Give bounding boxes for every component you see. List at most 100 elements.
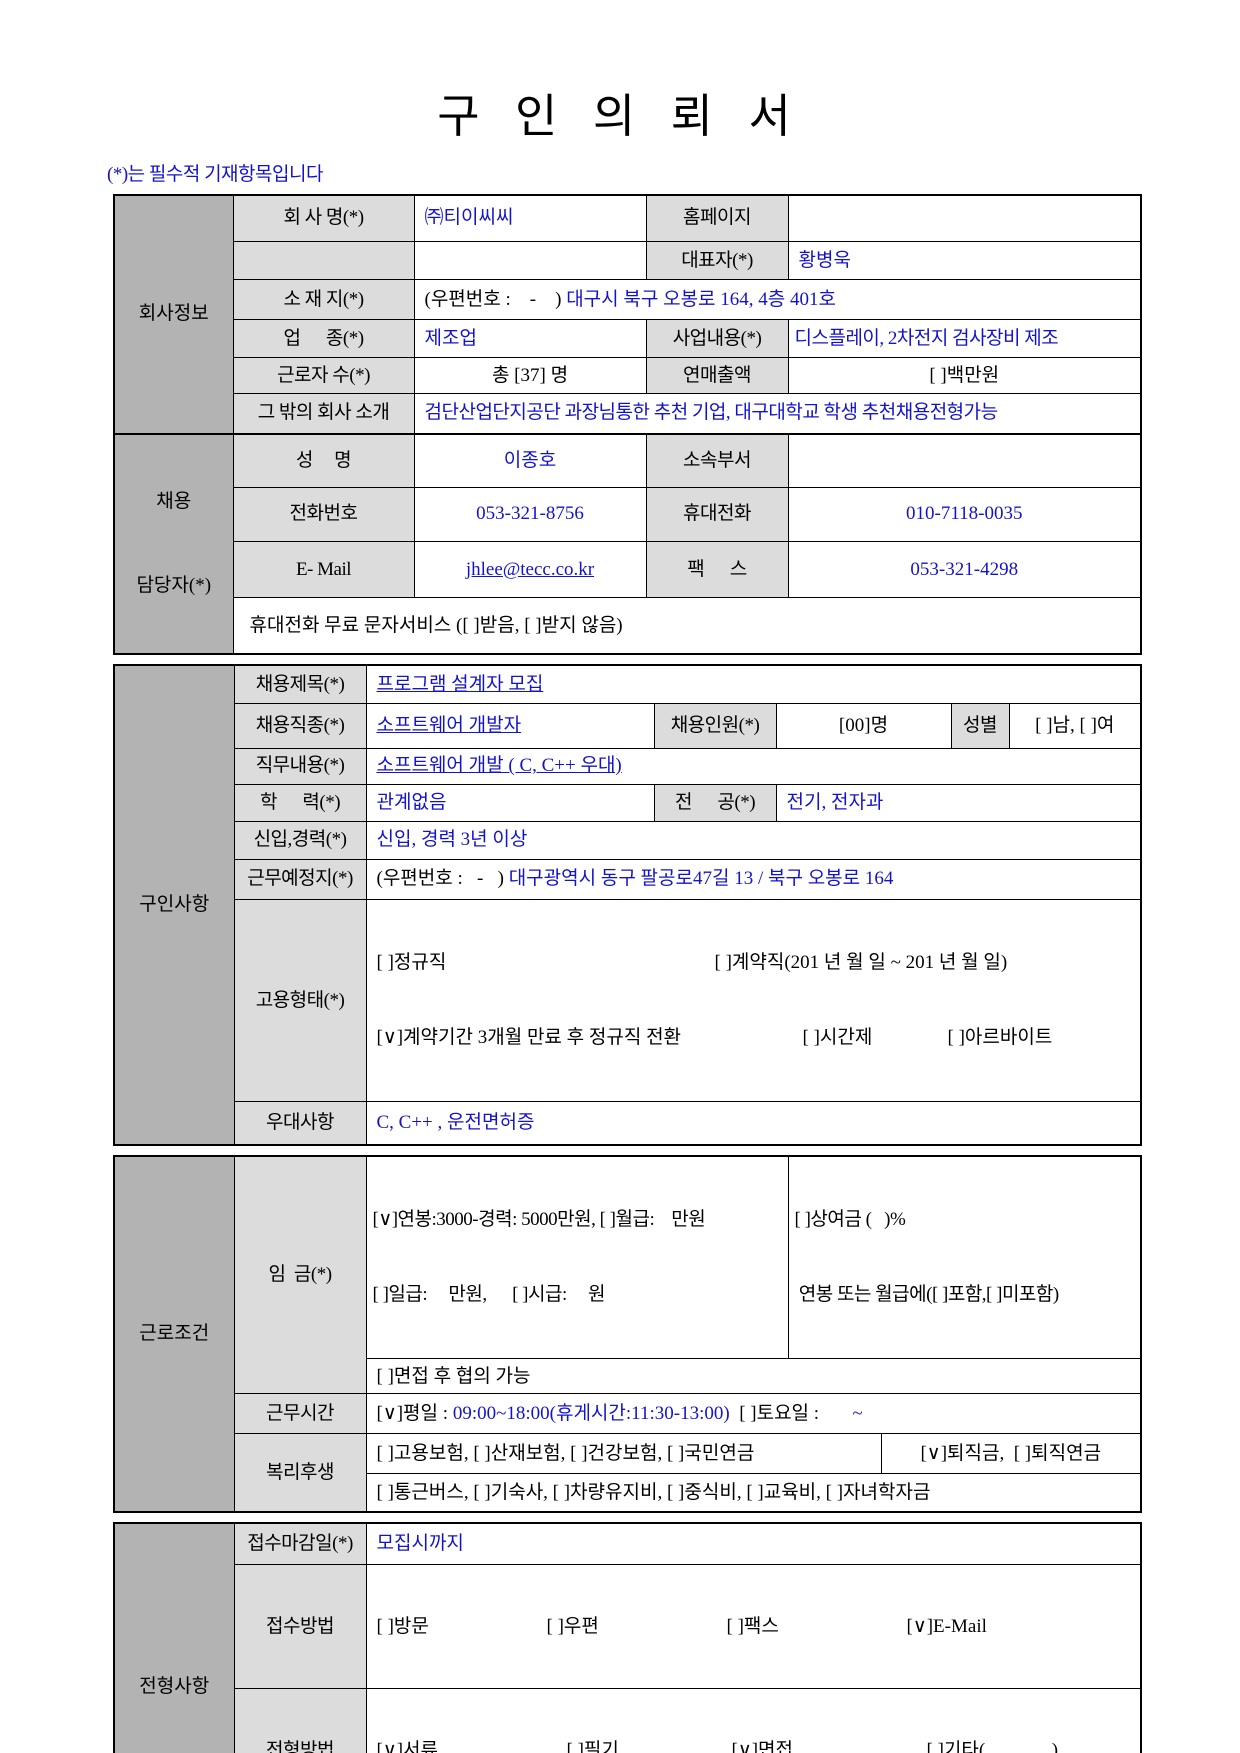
apply-visit: [ ]방문 <box>376 1615 429 1637</box>
work-location-value: (우편번호 : - ) 대구광역시 동구 팔공로47길 13 / 북구 오봉로 … <box>365 858 1142 900</box>
page-title: 구 인 의 뢰 서 <box>437 91 803 142</box>
occupation-label: 채용직종(*) <box>233 702 367 749</box>
work-hours-value: [∨]평일 : 09:00~18:00(휴게시간:11:30-13:00) [ … <box>365 1393 1142 1435</box>
welfare-insurance: [ ]고용보험, [ ]산재보험, [ ]건강보험, [ ]국민연금 <box>365 1433 882 1475</box>
method-documents: [∨]서류 <box>376 1739 439 1753</box>
emp-type-arbeit: [ ]아르바이트 <box>947 1027 1053 1049</box>
apply-email: [∨]E-Mail <box>906 1615 987 1637</box>
preference-label: 우대사항 <box>233 1101 367 1146</box>
job-title-value: 프로그램 설계자 모집 <box>365 664 1142 704</box>
headcount-label: 채용인원(*) <box>653 702 777 749</box>
address-text: 대구시 북구 오봉로 164, 4층 401호 <box>566 288 836 310</box>
wage-line1: [∨]연봉:3000-경력: 5000만원, [ ]월급: 만원 <box>372 1209 706 1231</box>
required-note: (*)는 필수적 기재항목입니다 <box>107 163 323 185</box>
bonus-line1: [ ]상여금 ( )% <box>794 1209 906 1231</box>
address-label: 소 재 지(*) <box>232 279 415 321</box>
recruiter-phone-label: 전화번호 <box>232 486 415 542</box>
welfare-benefits: [ ]통근버스, [ ]기숙사, [ ]차량유지비, [ ]중식비, [ ]교육… <box>365 1473 1142 1513</box>
employment-type-value: [ ]정규직 [ ]계약직(201 년 월 일 ~ 201 년 월 일) [∨]계… <box>365 898 1142 1103</box>
recruiter-email-link[interactable]: jhlee@tecc.co.kr <box>465 558 595 580</box>
career-label: 신입,경력(*) <box>233 820 367 860</box>
major-value: 전기, 전자과 <box>775 783 1142 822</box>
job-title-label: 채용제목(*) <box>233 664 367 704</box>
welfare-retirement: [∨]퇴직금, [ ]퇴직연금 <box>880 1433 1142 1475</box>
empty-value-cell <box>413 241 647 281</box>
company-info-table: 회사정보 회 사 명(*) ㈜티이씨씨 홈페이지 대표자(*) 황병욱 소 재 … <box>113 193 1142 656</box>
recruiter-email-cell: jhlee@tecc.co.kr <box>413 540 647 599</box>
method-other: [ ]기타( ) <box>926 1739 1059 1753</box>
business-label: 사업내용(*) <box>645 319 789 359</box>
revenue-label: 연매출액 <box>645 357 789 395</box>
company-name-label: 회 사 명(*) <box>232 194 415 243</box>
homepage-label: 홈페이지 <box>645 194 789 243</box>
job-request-table: 구인사항 채용제목(*) 프로그램 설계자 모집 채용직종(*) 소프트웨어 개… <box>113 664 1143 1146</box>
homepage-value <box>787 194 1142 243</box>
wage-line2: [ ]일급: 만원, [ ]시급: 원 <box>372 1284 606 1306</box>
bonus-line2: 연봉 또는 월급에([ ]포함,[ ]미포함) <box>794 1284 1059 1306</box>
recruiter-name-value: 이종호 <box>413 432 647 488</box>
employment-type-label: 고용형태(*) <box>233 898 367 1103</box>
wage-value: [∨]연봉:3000-경력: 5000만원, [ ]월급: 만원 [ ]일급: … <box>365 1155 789 1360</box>
work-hours-label: 근무시간 <box>233 1393 367 1435</box>
recruiter-name-label: 성 명 <box>232 432 415 488</box>
recruiter-fax-value: 053-321-4298 <box>787 540 1142 599</box>
ceo-value: 황병욱 <box>787 241 1142 281</box>
location-postal-placeholder: (우편번호 : - ) <box>376 868 509 890</box>
emp-type-parttime: [ ]시간제 <box>802 1027 873 1049</box>
wage-label: 임 금(*) <box>233 1155 367 1395</box>
recruiter-dept-value <box>787 432 1142 488</box>
wage-negotiable-note: [ ]면접 후 협의 가능 <box>365 1358 1142 1395</box>
education-label: 학 력(*) <box>233 783 367 822</box>
ceo-label: 대표자(*) <box>645 241 789 281</box>
section-job-request: 구인사항 <box>113 664 235 1146</box>
method-written: [ ]필기 <box>566 1739 619 1753</box>
headcount-value: [00]명 <box>775 702 952 749</box>
recruiter-mobile-value: 010-7118-0035 <box>787 486 1142 542</box>
company-intro-value: 검단산업단지공단 과장님통한 추천 기업, 대구대학교 학생 추천채용전형가능 <box>413 393 1142 435</box>
postal-code-placeholder: (우편번호 : - ) <box>424 288 567 310</box>
company-intro-label: 그 밖의 회사 소개 <box>232 393 415 435</box>
apply-mail: [ ]우편 <box>546 1615 599 1637</box>
section-recruiter: 채용 담당자(*) <box>113 432 234 655</box>
workers-value: 총 [37] 명 <box>413 357 647 395</box>
apply-method-value: [ ]방문 [ ]우편 [ ]팩스 [∨]E-Mail <box>365 1564 1142 1690</box>
screen-method-value: [∨]서류 [ ]필기 [∨]면접 [ ]기타( ) <box>365 1688 1142 1753</box>
method-interview: [∨]면접 <box>731 1739 794 1753</box>
recruiter-dept-label: 소속부서 <box>645 432 789 488</box>
section-work-conditions: 근로조건 <box>113 1155 235 1513</box>
location-text: 대구광역시 동구 팔공로47길 13 / 북구 오봉로 164 <box>508 868 894 890</box>
gender-value: [ ]남, [ ]여 <box>1008 702 1142 749</box>
welfare-label: 복리후생 <box>233 1433 367 1513</box>
hours-saturday-value: ~ <box>819 1403 863 1425</box>
preference-value: C, C++ , 운전면허증 <box>365 1101 1142 1146</box>
section-company-info: 회사정보 <box>113 194 234 435</box>
section-screening: 전형사항 <box>113 1522 235 1753</box>
workers-label: 근로자 수(*) <box>232 357 415 395</box>
section-recruiter-line1: 채용 <box>156 491 192 513</box>
deadline-value: 모집시까지 <box>365 1522 1142 1566</box>
emp-type-contract: [ ]계약직(201 년 월 일 ~ 201 년 월 일) <box>714 952 1008 974</box>
business-value: 디스플레이, 2차전지 검사장비 제조 <box>787 319 1142 359</box>
major-label: 전 공(*) <box>653 783 777 822</box>
occupation-value: 소프트웨어 개발자 <box>365 702 655 749</box>
hours-weekday-prefix: [∨]평일 : <box>376 1403 453 1425</box>
address-value: (우편번호 : - ) 대구시 북구 오봉로 164, 4층 401호 <box>413 279 1142 321</box>
work-conditions-table: 근로조건 임 금(*) [∨]연봉:3000-경력: 5000만원, [ ]월급… <box>113 1154 1143 1513</box>
company-name-value: ㈜티이씨씨 <box>413 194 647 243</box>
hours-saturday-label: [ ]토요일 : <box>729 1403 820 1425</box>
emp-type-regular: [ ]정규직 <box>376 952 447 974</box>
recruiter-email-label: E- Mail <box>232 540 415 599</box>
deadline-label: 접수마감일(*) <box>233 1522 367 1566</box>
apply-fax: [ ]팩스 <box>726 1615 779 1637</box>
industry-value: 제조업 <box>413 319 647 359</box>
apply-method-label: 접수방법 <box>233 1564 367 1690</box>
recruiter-phone-value: 053-321-8756 <box>413 486 647 542</box>
bonus-value: [ ]상여금 ( )% 연봉 또는 월급에([ ]포함,[ ]미포함) <box>787 1155 1142 1360</box>
career-value: 신입, 경력 3년 이상 <box>365 820 1142 860</box>
industry-label: 업 종(*) <box>232 319 415 359</box>
empty-label-cell <box>232 241 415 281</box>
duties-value: 소프트웨어 개발 ( C, C++ 우대) <box>365 747 1142 785</box>
sms-service-note: 휴대전화 무료 문자서비스 ([ ]받음, [ ]받지 않음) <box>232 597 1142 655</box>
section-recruiter-line2: 담당자(*) <box>136 574 212 596</box>
